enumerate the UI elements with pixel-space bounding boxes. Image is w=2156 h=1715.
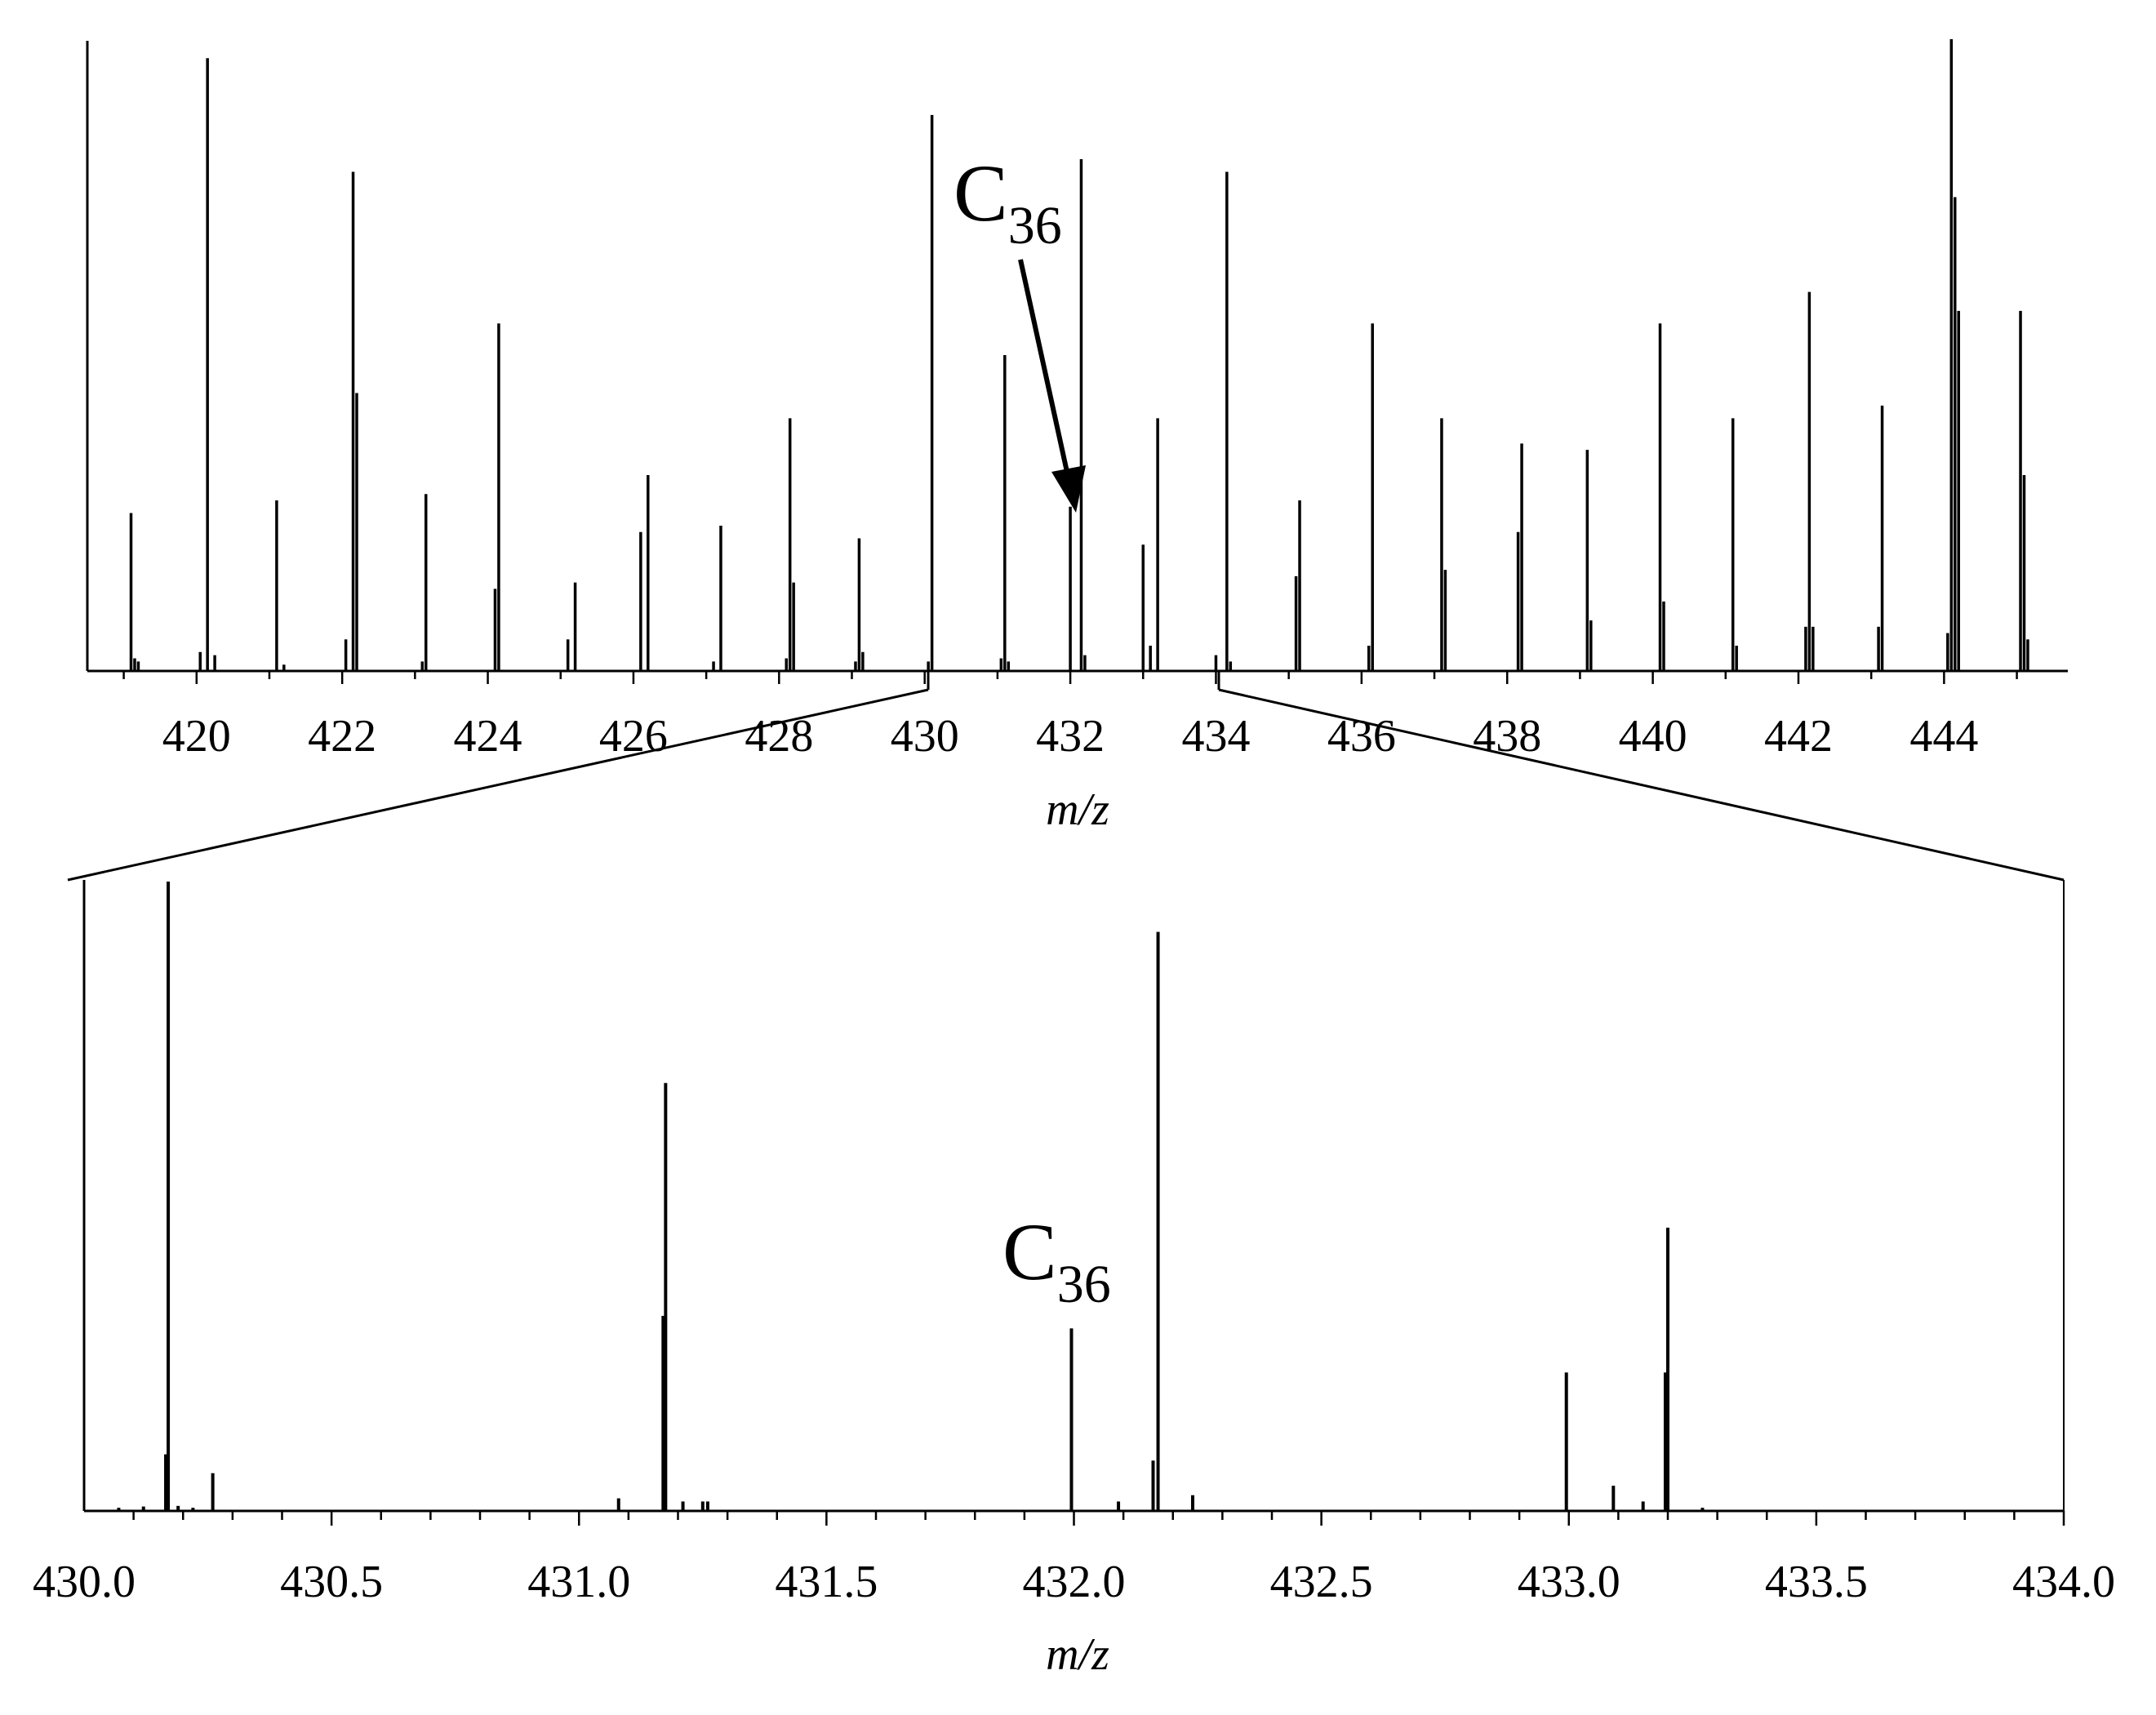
overview-tick-label: 424 bbox=[454, 711, 522, 762]
zoom-tick-label: 434.0 bbox=[2012, 1557, 2115, 1607]
overview-tick-label: 444 bbox=[1909, 711, 1978, 762]
overview-c36-arrow-head bbox=[1051, 465, 1086, 513]
zoom-tick-label: 433.0 bbox=[1518, 1557, 1620, 1607]
zoom-tick-label: 432.0 bbox=[1023, 1557, 1126, 1607]
overview-tick-label: 422 bbox=[308, 711, 376, 762]
zoom-tick-label: 430.5 bbox=[280, 1557, 383, 1607]
zoom-tick-label: 431.0 bbox=[527, 1557, 630, 1607]
zoom-c36-letter: C bbox=[1002, 1206, 1057, 1297]
overview-tick-label: 442 bbox=[1764, 711, 1833, 762]
zoom-tick-label: 430.0 bbox=[33, 1557, 136, 1607]
zoom-x-axis-title: m/z bbox=[1046, 1629, 1109, 1680]
overview-c36-annotation: C36 bbox=[954, 148, 1086, 513]
zoom-connector-right bbox=[1218, 688, 2065, 882]
overview-c36-letter: C bbox=[954, 148, 1008, 238]
overview-tick-label: 432 bbox=[1036, 711, 1105, 762]
zoom-ticks bbox=[132, 1511, 2065, 1526]
overview-tick-label: 428 bbox=[745, 711, 813, 762]
overview-spectrum-panel: 420 422 424 426 428 430 432 434 436 438 440 442 444 … bbox=[86, 39, 2068, 835]
overview-tick-label: 430 bbox=[891, 711, 959, 762]
overview-c36-subscript: 36 bbox=[1008, 196, 1062, 255]
overview-tick-label: 440 bbox=[1619, 711, 1687, 762]
overview-c36-arrow-shaft bbox=[1018, 259, 1069, 473]
overview-ticks bbox=[122, 671, 2018, 684]
zoom-connector-left bbox=[67, 688, 929, 882]
zoom-c36-annotation: C36 bbox=[1002, 1206, 1111, 1314]
zoomed-spectrum-panel: 430.0 430.5 431.0 431.5 432.0 432.5 433.0 433.5… bbox=[33, 880, 2115, 1680]
overview-tick-label: 434 bbox=[1181, 711, 1250, 762]
zoom-tick-labels: 430.0 430.5 431.0 431.5 432.0 432.5 433.0 433.5… bbox=[33, 1557, 2115, 1607]
zoom-connector bbox=[67, 671, 2065, 882]
zoom-c36-label: C36 bbox=[1002, 1206, 1111, 1314]
overview-tick-label: 420 bbox=[162, 711, 231, 762]
zoom-c36-subscript: 36 bbox=[1057, 1255, 1111, 1314]
overview-tick-label: 426 bbox=[599, 711, 668, 762]
overview-c36-label: C36 bbox=[954, 148, 1062, 255]
zoom-tick-label: 433.5 bbox=[1765, 1557, 1868, 1607]
overview-peaks bbox=[129, 39, 2029, 671]
zoom-peaks bbox=[117, 882, 1705, 1511]
overview-tick-label: 438 bbox=[1473, 711, 1541, 762]
zoom-tick-label: 431.5 bbox=[775, 1557, 878, 1607]
overview-tick-labels: 420 422 424 426 428 430 432 434 436 438 440 442 444 bbox=[162, 711, 1979, 762]
overview-x-axis-title: m/z bbox=[1046, 784, 1109, 835]
overview-tick-label: 436 bbox=[1327, 711, 1396, 762]
zoom-tick-label: 432.5 bbox=[1270, 1557, 1373, 1607]
